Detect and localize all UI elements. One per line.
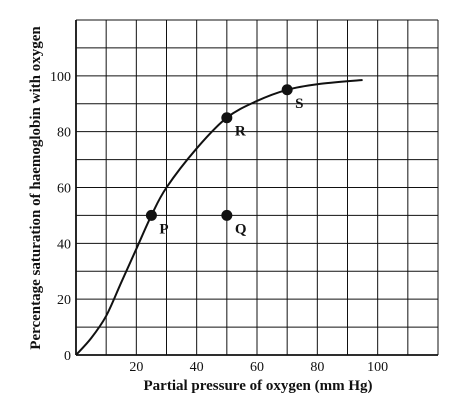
- point-r: [221, 112, 233, 124]
- data-points: P Q R S: [145, 84, 304, 237]
- y-tick-label: 20: [57, 293, 71, 308]
- dissociation-curve: [75, 79, 363, 356]
- curve-layer: [75, 79, 363, 356]
- x-axis-title: Partial pressure of oxygen (mm Hg): [144, 378, 373, 394]
- point-p: [145, 209, 157, 221]
- x-tick-label: 100: [367, 360, 388, 375]
- y-tick-label: 80: [57, 126, 71, 141]
- point-label-r: R: [235, 124, 246, 140]
- axes: [75, 20, 438, 356]
- y-tick-label: 60: [57, 182, 71, 197]
- y-tick-label: 0: [64, 349, 71, 364]
- x-tick-label: 80: [310, 360, 324, 375]
- x-tick-label: 40: [190, 360, 204, 375]
- x-tick-label: 60: [250, 360, 264, 375]
- point-q: [221, 209, 233, 221]
- y-axis-title: Percentage saturation of haemoglobin wit…: [28, 26, 44, 350]
- point-s: [281, 84, 293, 96]
- point-label-p: P: [159, 221, 168, 237]
- point-label-s: S: [295, 96, 303, 112]
- grid: [76, 19, 439, 355]
- point-label-q: Q: [235, 221, 247, 237]
- x-tick-label: 20: [129, 360, 143, 375]
- y-tick-label: 100: [50, 70, 71, 85]
- y-tick-label: 40: [57, 237, 71, 252]
- tick-labels: 20 40 60 80 100 0 20 40 60 80 100: [50, 70, 388, 375]
